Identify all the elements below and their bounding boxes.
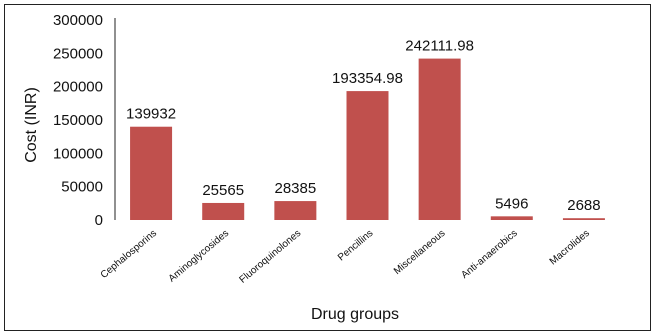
y-axis-ticks: 0 50000 100000 150000 200000 250000 300000 — [53, 12, 103, 229]
y-tick-label: 50000 — [61, 179, 103, 196]
x-tick-label: Miscellaneous — [392, 228, 448, 277]
x-tick-label: Pencillins — [336, 228, 375, 264]
data-label: 25565 — [202, 182, 244, 199]
data-label: 5496 — [495, 195, 528, 212]
bar-aminoglycosides — [202, 203, 244, 220]
x-axis-ticks: Cephalosporins Aminoglycosides Fluoroquino… — [99, 228, 592, 286]
x-tick-label: Fluoroquinolones — [237, 228, 303, 286]
x-axis-title: Drug groups — [311, 306, 399, 323]
y-tick-label: 300000 — [53, 12, 103, 29]
x-tick-label: Aminoglycosides — [167, 228, 232, 285]
y-tick-label: 250000 — [53, 45, 103, 62]
data-label: 193354.98 — [332, 70, 403, 87]
bar-chart: 0 50000 100000 150000 200000 250000 300000 139… — [5, 5, 652, 332]
y-tick-label: 200000 — [53, 79, 103, 96]
data-label: 2688 — [567, 197, 600, 214]
y-tick-label: 150000 — [53, 112, 103, 129]
data-label: 242111.98 — [405, 38, 474, 55]
bar-macrolides — [563, 218, 605, 220]
x-tick-label: Cephalosporins — [99, 228, 159, 281]
bar-miscellaneous — [419, 59, 461, 220]
x-tick-label: Anti-anaerobics — [459, 228, 519, 281]
chart-frame: 0 50000 100000 150000 200000 250000 300000 139… — [4, 4, 651, 331]
y-axis-title: Cost (INR) — [23, 87, 40, 163]
data-label: 139932 — [126, 106, 176, 123]
bar-cephalosporins — [130, 127, 172, 220]
data-label: 28385 — [274, 180, 316, 197]
y-tick-label: 0 — [95, 212, 103, 229]
x-tick-label: Macrolides — [548, 228, 592, 268]
bar-anti-anaerobics — [491, 216, 533, 220]
bar-fluoroquinolones — [274, 201, 316, 220]
y-tick-label: 100000 — [53, 145, 103, 162]
bar-pencillins — [347, 91, 389, 220]
